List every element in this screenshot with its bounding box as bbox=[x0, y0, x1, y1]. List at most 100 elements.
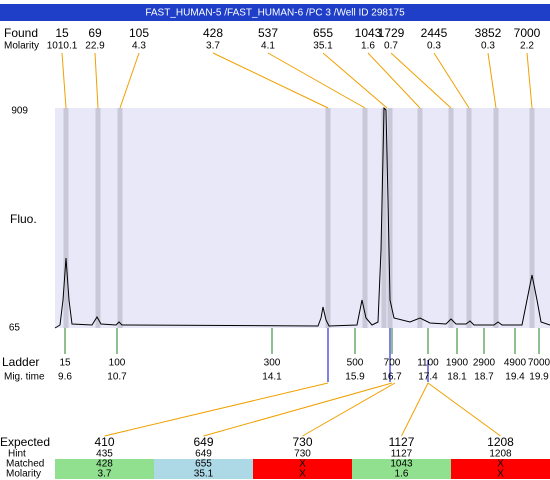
found-molarity: 22.9 bbox=[85, 41, 105, 52]
matched-size: 655 bbox=[195, 459, 212, 470]
match-cell bbox=[451, 459, 550, 479]
matched-size: 428 bbox=[96, 459, 113, 470]
matched-size: X bbox=[497, 459, 504, 470]
expected-link bbox=[104, 382, 329, 437]
found-molarity: 0.7 bbox=[384, 41, 398, 52]
ladder-time: 17.4 bbox=[418, 372, 438, 383]
peak-band bbox=[417, 108, 423, 328]
expected-link bbox=[203, 382, 393, 437]
ladder-label: Ladder bbox=[2, 355, 39, 369]
expected-size: 649 bbox=[193, 435, 213, 449]
expected-size: 410 bbox=[94, 435, 114, 449]
found-link bbox=[322, 52, 388, 109]
peak-band bbox=[381, 108, 387, 328]
match-cell bbox=[352, 459, 451, 479]
expected-link bbox=[427, 382, 501, 437]
matched-size: X bbox=[299, 459, 306, 470]
found-link bbox=[119, 52, 140, 109]
matched-label: Matched bbox=[6, 459, 44, 470]
ladder-size: 2900 bbox=[473, 358, 496, 369]
ladder-size: 1100 bbox=[417, 358, 439, 369]
peak-band bbox=[117, 108, 123, 328]
expected-label: Expected bbox=[0, 435, 50, 449]
peak-band bbox=[387, 108, 393, 328]
ladder-size: 700 bbox=[384, 358, 401, 369]
matched-molarity: 35.1 bbox=[194, 469, 214, 480]
found-molarity: 0.3 bbox=[481, 41, 495, 52]
y-axis-label: Fluo. bbox=[10, 212, 37, 226]
peak-band bbox=[362, 108, 368, 328]
matched-molarity: 1.6 bbox=[395, 469, 409, 480]
peak-band bbox=[493, 108, 499, 328]
matched-molarity: 3.7 bbox=[98, 469, 112, 480]
match-cell bbox=[55, 459, 154, 479]
ladder-size: 100 bbox=[109, 358, 126, 369]
ladder-time: 18.1 bbox=[447, 372, 467, 383]
found-size: 537 bbox=[258, 26, 278, 40]
ladder-time: 18.7 bbox=[474, 372, 494, 383]
hint-size: 1127 bbox=[391, 449, 413, 460]
y-bottom-label: 65 bbox=[9, 323, 21, 334]
match-cell bbox=[154, 459, 253, 479]
matched-size: 1043 bbox=[390, 459, 413, 470]
expected-size: 1208 bbox=[487, 435, 514, 449]
matched-molarity: X bbox=[299, 469, 306, 480]
found-size: 7000 bbox=[514, 26, 541, 40]
expected-link bbox=[401, 382, 429, 437]
ladder-size: 300 bbox=[264, 358, 281, 369]
found-link bbox=[94, 52, 99, 109]
found-link bbox=[487, 52, 497, 109]
ladder-size: 7000 bbox=[528, 358, 550, 369]
ladder-time: 9.6 bbox=[58, 372, 72, 383]
ladder-time: 19.4 bbox=[505, 372, 525, 383]
mig-time-label: Mig. time bbox=[4, 372, 45, 383]
ladder-size: 4900 bbox=[504, 358, 527, 369]
match-cell bbox=[253, 459, 352, 479]
ladder-time: 16.7 bbox=[382, 372, 402, 383]
hint-size: 435 bbox=[96, 449, 113, 460]
found-size: 428 bbox=[203, 26, 223, 40]
hint-label: Hint bbox=[8, 449, 26, 460]
found-link bbox=[212, 52, 329, 109]
y-top-label: 909 bbox=[11, 106, 28, 117]
peak-band bbox=[63, 108, 69, 328]
found-link bbox=[267, 52, 366, 109]
ladder-time: 10.7 bbox=[107, 372, 127, 383]
found-label: Found bbox=[4, 26, 38, 40]
expected-size: 730 bbox=[292, 435, 312, 449]
expected-size: 1127 bbox=[389, 435, 415, 449]
found-molarity: 1.6 bbox=[361, 41, 375, 52]
hint-size: 730 bbox=[294, 449, 311, 460]
peak-band bbox=[95, 108, 101, 328]
found-size: 1043 bbox=[355, 26, 382, 40]
found-link bbox=[367, 52, 421, 109]
found-molarity: 4.3 bbox=[132, 41, 146, 52]
found-size: 15 bbox=[55, 26, 69, 40]
peak-band bbox=[448, 108, 454, 328]
peak-band bbox=[466, 108, 472, 328]
ladder-size: 1900 bbox=[446, 358, 469, 369]
expected-link bbox=[302, 382, 396, 437]
found-size: 3852 bbox=[475, 26, 502, 40]
found-link bbox=[433, 52, 470, 109]
title-bar bbox=[0, 4, 550, 21]
found-molarity: 4.1 bbox=[261, 41, 275, 52]
found-molarity: 35.1 bbox=[313, 41, 333, 52]
ladder-time: 15.9 bbox=[345, 372, 365, 383]
found-molarity: 3.7 bbox=[206, 41, 220, 52]
molarity-label: Molarity bbox=[6, 469, 41, 480]
found-molarity: 1010.1 bbox=[47, 41, 78, 52]
found-size: 69 bbox=[88, 26, 102, 40]
found-size: 655 bbox=[313, 26, 333, 40]
matched-molarity: X bbox=[497, 469, 504, 480]
found-size: 2445 bbox=[421, 26, 448, 40]
hint-size: 1208 bbox=[489, 449, 512, 460]
hint-size: 649 bbox=[195, 449, 212, 460]
found-link bbox=[61, 52, 67, 109]
trace bbox=[54, 106, 550, 329]
title: FAST_HUMAN-5 /FAST_HUMAN-6 /PC 3 /Well I… bbox=[145, 8, 405, 19]
found-link bbox=[526, 52, 533, 109]
found-molarity: 2.2 bbox=[520, 41, 534, 52]
found-size: 105 bbox=[129, 26, 149, 40]
